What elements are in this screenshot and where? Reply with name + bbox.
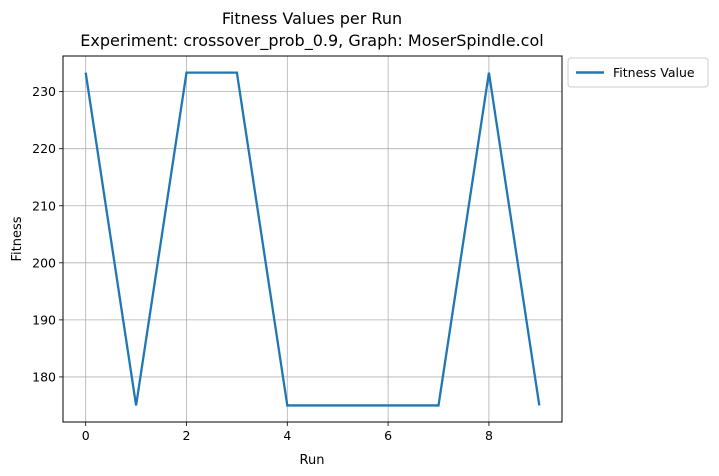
y-axis-label: Fitness [10, 216, 25, 261]
chart-title: Fitness Values per Run [222, 9, 402, 28]
y-tick-label: 220 [32, 141, 56, 156]
grid-layer [63, 56, 562, 422]
series-line-fitness-value [84, 71, 541, 407]
x-tick-label: 4 [283, 428, 291, 443]
y-tick-label: 230 [32, 84, 56, 99]
x-tick-label: 6 [384, 428, 392, 443]
x-tick-label: 0 [82, 428, 90, 443]
y-tick-label: 180 [32, 369, 56, 384]
plot-frame [62, 55, 563, 423]
x-tick-label: 2 [183, 428, 191, 443]
legend: Fitness Value [567, 57, 709, 88]
legend-box [567, 57, 709, 88]
x-tick-label: 8 [485, 428, 493, 443]
series-layer [84, 71, 541, 407]
chart-subtitle: Experiment: crossover_prob_0.9, Graph: M… [80, 31, 543, 51]
x-axis-label: Run [300, 453, 325, 468]
y-tick-label: 210 [32, 198, 56, 213]
y-tick-label: 200 [32, 255, 56, 270]
legend-label: Fitness Value [613, 65, 695, 80]
y-tick-label: 190 [32, 312, 56, 327]
tick-layer: 0 2 4 6 8 180 190 200 210 220 230 [32, 84, 493, 443]
